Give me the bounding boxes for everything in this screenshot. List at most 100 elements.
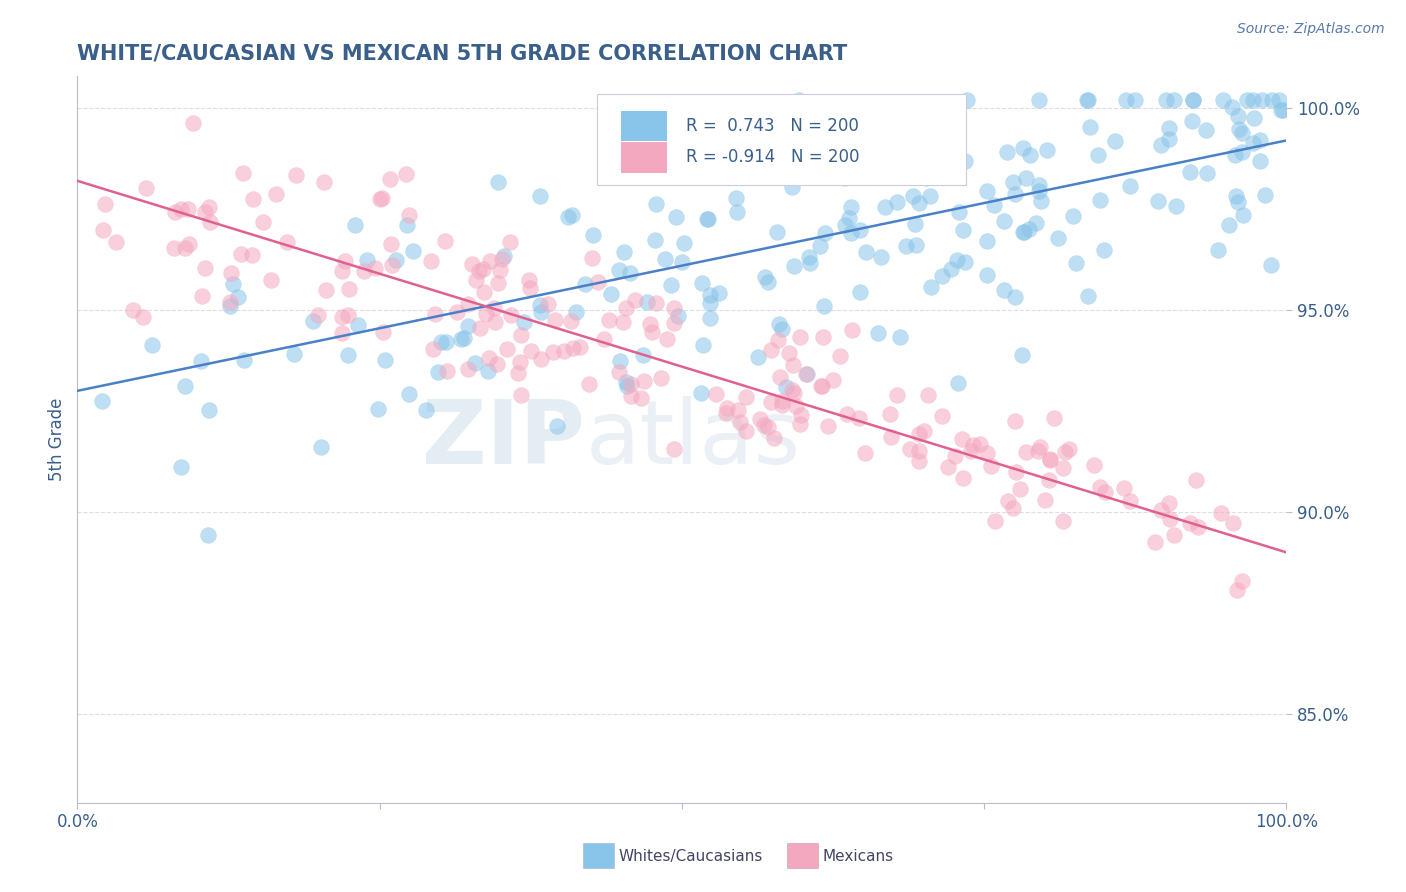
Point	[638, 318, 661, 332]
Point	[252, 215, 274, 229]
Point	[530, 352, 553, 367]
Point	[1002, 175, 1025, 189]
Point	[666, 309, 689, 323]
Point	[394, 167, 416, 181]
Point	[1028, 440, 1050, 454]
Point	[620, 389, 643, 403]
Point	[197, 200, 219, 214]
Point	[612, 315, 634, 329]
Point	[908, 444, 931, 458]
Point	[1035, 144, 1057, 158]
Point	[165, 204, 187, 219]
Point	[699, 288, 721, 302]
Point	[478, 254, 501, 268]
Point	[600, 287, 623, 301]
Point	[422, 342, 444, 356]
Point	[817, 418, 839, 433]
Point	[1094, 484, 1116, 499]
Point	[664, 316, 686, 330]
Point	[1227, 194, 1250, 209]
Point	[374, 353, 396, 368]
Point	[543, 313, 565, 327]
Point	[785, 399, 807, 413]
Point	[903, 189, 925, 203]
Point	[266, 186, 288, 201]
Point	[519, 344, 541, 359]
Point	[759, 343, 782, 358]
Point	[1064, 256, 1087, 270]
Point	[561, 208, 583, 222]
Point	[1232, 145, 1254, 159]
Point	[499, 235, 522, 250]
Point	[242, 192, 264, 206]
Text: atlas: atlas	[585, 396, 800, 483]
Point	[222, 277, 245, 291]
Point	[1225, 189, 1247, 203]
Point	[711, 163, 734, 178]
Point	[1001, 500, 1024, 515]
Point	[962, 438, 984, 452]
Point	[1031, 194, 1053, 209]
Point	[644, 151, 666, 165]
Point	[1026, 443, 1049, 458]
Point	[499, 308, 522, 322]
Point	[1119, 494, 1142, 508]
Point	[950, 432, 973, 446]
Point	[173, 379, 195, 393]
Point	[457, 297, 479, 311]
Point	[530, 304, 553, 318]
Text: Source: ZipAtlas.com: Source: ZipAtlas.com	[1237, 22, 1385, 37]
Point	[578, 376, 600, 391]
Point	[775, 380, 797, 394]
Point	[849, 223, 872, 237]
Point	[1077, 289, 1099, 303]
Point	[855, 244, 877, 259]
Point	[952, 223, 974, 237]
Point	[946, 376, 969, 390]
Point	[645, 296, 668, 310]
Point	[395, 219, 418, 233]
Point	[1118, 179, 1140, 194]
Point	[453, 331, 475, 345]
Point	[620, 376, 643, 391]
Point	[486, 175, 509, 189]
Point	[1090, 193, 1112, 207]
Point	[1018, 222, 1040, 236]
Point	[1226, 109, 1249, 123]
Point	[797, 250, 820, 264]
Point	[484, 315, 506, 329]
Point	[446, 305, 468, 319]
Point	[835, 407, 858, 421]
Point	[335, 253, 357, 268]
Point	[1268, 93, 1291, 107]
Point	[661, 278, 683, 293]
Point	[976, 268, 998, 283]
Point	[1015, 171, 1038, 186]
Point	[574, 277, 596, 292]
Point	[347, 318, 370, 333]
Point	[766, 333, 789, 347]
Point	[181, 116, 204, 130]
Point	[1028, 93, 1050, 107]
Point	[945, 253, 967, 268]
Point	[756, 419, 779, 434]
Point	[993, 214, 1015, 228]
Point	[1270, 103, 1292, 117]
Point	[307, 308, 329, 322]
Point	[232, 353, 254, 368]
Point	[943, 449, 966, 463]
Point	[537, 297, 560, 311]
Point	[1206, 244, 1229, 258]
Point	[380, 236, 402, 251]
Y-axis label: 5th Grade: 5th Grade	[48, 398, 66, 481]
Point	[645, 197, 668, 211]
Point	[1218, 219, 1240, 233]
Point	[980, 458, 1002, 473]
Point	[873, 200, 896, 214]
Point	[420, 253, 443, 268]
Point	[1236, 93, 1258, 107]
Point	[1181, 93, 1204, 107]
Point	[780, 383, 803, 397]
Point	[553, 344, 575, 359]
Point	[486, 357, 509, 371]
